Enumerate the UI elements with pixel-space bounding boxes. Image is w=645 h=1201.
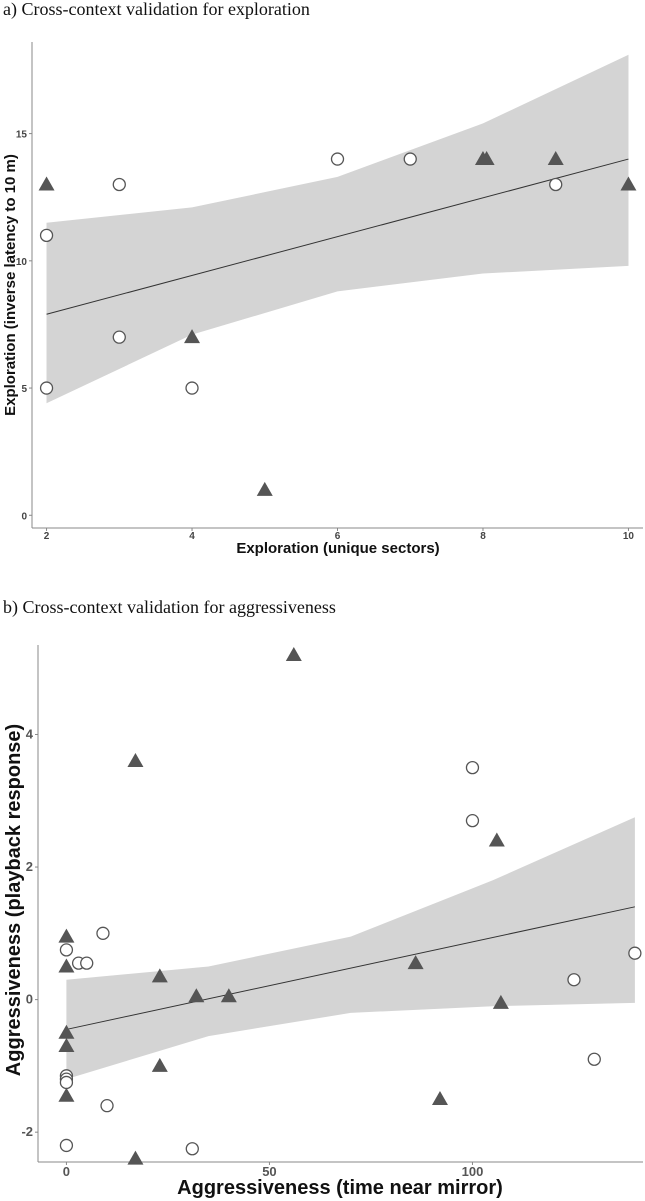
triangle-point [620,176,637,191]
panel-b-x-label: Aggressiveness (time near mirror) [177,1177,503,1199]
triangle-point [38,176,55,191]
panel-b-y-label: Aggressiveness (playback response) [3,724,25,1076]
panel-b-title: b) Cross-context validation for aggressi… [3,597,336,618]
panel-b-confidence-band [66,817,635,1080]
circle-point [112,177,126,192]
x-tick-label: 50 [262,1164,276,1179]
triangle-point [431,1091,448,1106]
confidence-band [66,817,635,1080]
triangle-point [478,151,495,166]
panel-a-confidence-band [46,54,629,404]
circle-point [330,152,345,166]
triangle-point [220,988,237,1003]
triangle-point [151,968,168,983]
y-tick-label: 4 [26,726,34,741]
circle-point [39,228,54,243]
triangle-point [547,151,564,166]
circle-point [403,152,417,166]
circle-point [59,943,74,957]
panel-b: b) Cross-context validation for aggressi… [3,597,643,1199]
triangle-point [184,329,201,344]
circle-point [112,330,126,344]
confidence-band [46,54,629,404]
x-tick-label: 8 [480,531,486,542]
panel-a-x-label: Exploration (unique sectors) [236,540,439,557]
x-tick-label: 6 [335,531,341,542]
x-tick-label: 0 [63,1164,70,1179]
fit-line [46,158,629,315]
triangle-point [285,646,302,661]
x-tick-label: 100 [462,1164,484,1179]
circle-point [587,1052,601,1066]
circle-point [39,381,54,395]
triangle-point [256,481,273,496]
panel-b-points [58,646,642,1165]
panel-b-x-ticks: 0 50 100 [63,1162,484,1179]
panel-b-y-ticks: -2 0 2 4 [21,726,38,1139]
y-tick-label: -2 [21,1124,33,1139]
circle-point [465,760,480,775]
circle-point [185,381,199,395]
panel-b-fit-line-group [66,906,635,1030]
x-tick-label: 4 [189,531,195,542]
circle-point [59,1075,74,1090]
panel-a-points [38,151,637,496]
x-tick-label: 2 [44,531,50,542]
panel-a-x-ticks: 2 4 6 8 10 [44,528,635,542]
triangle-point [188,988,205,1003]
y-tick-label: 0 [26,992,33,1007]
panel-a-title: a) Cross-context validation for explorat… [3,0,310,20]
triangle-point [58,1087,75,1102]
circle-point [628,946,642,960]
fit-line [66,906,635,1030]
x-tick-label: 10 [623,531,635,542]
circle-point [549,177,563,192]
triangle-point [127,752,144,767]
y-tick-label: 10 [16,257,28,268]
circle-point [185,1142,199,1156]
triangle-point [407,955,424,970]
triangle-point [151,1057,168,1072]
panel-a-fit-line-group [46,158,629,315]
triangle-point [58,1038,75,1053]
triangle-point [488,832,505,847]
circle-point [96,926,110,940]
triangle-point [58,928,75,943]
panel-a-y-ticks: 0 5 10 15 [16,130,32,522]
triangle-point [127,1150,144,1165]
circle-point [100,1099,114,1113]
panel-a: a) Cross-context validation for explorat… [2,0,643,557]
y-tick-label: 2 [26,859,33,874]
y-tick-label: 5 [21,384,27,395]
circle-point [80,956,94,970]
circle-point [567,973,581,987]
triangle-point [492,994,509,1009]
y-tick-label: 0 [21,511,27,522]
y-tick-label: 15 [16,130,28,141]
circle-point [59,1138,74,1153]
triangle-point [58,1024,75,1039]
circle-point [465,813,480,828]
panel-a-y-label: Exploration (inverse latency to 10 m) [2,154,19,416]
triangle-point [58,958,75,973]
